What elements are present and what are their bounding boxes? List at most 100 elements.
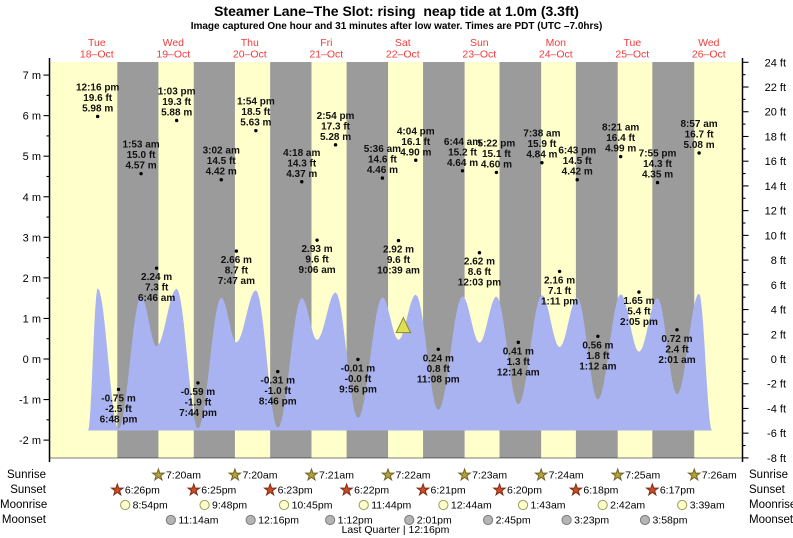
moonrise-row-label-left: Moonrise: [0, 499, 48, 511]
tide-point-label: 4:18 am 14.3 ft 4.37 m: [283, 148, 320, 180]
axis-label-ft: 22 ft: [765, 82, 786, 94]
day-label: Sat 22–Oct: [386, 37, 420, 61]
tide-point-label: 8:21 am 16.4 ft 4.99 m: [602, 123, 639, 155]
tide-point-dot: [516, 340, 521, 345]
moonset-time: 3:23pm: [574, 515, 609, 527]
tide-point-label: -0.59 m -1.9 ft 7:44 pm: [179, 387, 217, 419]
day-label: Mon 24–Oct: [539, 37, 573, 61]
moonset-time: 11:14am: [178, 515, 218, 527]
sunset-time: 6:17pm: [660, 485, 695, 497]
sunset-icon: [186, 482, 202, 497]
axis-label-ft: 10 ft: [765, 230, 786, 242]
tide-point-dot: [697, 151, 701, 155]
moonrise-icon: [358, 499, 369, 511]
moonset-icon: [561, 514, 572, 526]
tide-point-dot: [219, 178, 223, 182]
tide-point-label: 2:54 pm 17.3 ft 5.28 m: [317, 111, 355, 143]
sunset-icon: [568, 482, 584, 497]
moonrise-icon: [517, 499, 529, 511]
tide-point-dot: [254, 128, 258, 133]
axis-label-ft: 6 ft: [771, 280, 786, 292]
sunset-icon: [492, 482, 507, 497]
moonrise-time: 9:48pm: [212, 500, 247, 512]
tide-point-dot: [116, 387, 121, 392]
axis-label-ft: 0 ft: [771, 354, 786, 366]
tide-point-label: 2.62 m 8.6 ft 12:03 pm: [458, 257, 501, 289]
moonrise-time: 1:43am: [531, 500, 566, 512]
moonrise-time: 2:42am: [610, 500, 645, 512]
day-label: Fri 21–Oct: [309, 37, 343, 61]
axis-label-ft: 20 ft: [765, 107, 786, 119]
sunrise-time: 7:20am: [242, 470, 277, 482]
tide-point-label: 0.24 m 0.8 ft 11:08 pm: [417, 353, 460, 385]
sunset-icon: [645, 482, 660, 497]
tide-point-label: 0.41 m 1.3 ft 12:14 am: [497, 346, 540, 378]
tide-point-dot: [300, 180, 304, 184]
day-label: Wed 19–Oct: [156, 37, 190, 61]
axis-label-ft: -6 ft: [767, 428, 786, 440]
tide-point-label: 1:53 am 15.0 ft 4.57 m: [122, 140, 159, 172]
tide-point-label: 1:03 pm 19.3 ft 5.88 m: [158, 87, 196, 119]
axis-label-ft: 12 ft: [765, 206, 786, 218]
tide-point-label: 0.72 m 2.4 ft 2:01 am: [658, 334, 695, 366]
day-label: Tue 18–Oct: [80, 37, 114, 61]
tide-point-label: 2.93 m 9.6 ft 9:06 am: [298, 244, 335, 276]
moonrise-icon: [677, 499, 688, 511]
tide-point-dot: [276, 369, 280, 374]
tide-point-dot: [174, 118, 179, 123]
moonrise-icon: [597, 499, 608, 511]
sunrise-time: 7:22am: [396, 470, 431, 482]
page-subtitle: Image captured One hour and 31 minutes a…: [190, 21, 603, 32]
sunset-time: 6:22pm: [354, 485, 389, 497]
axis-label-ft: 18 ft: [765, 131, 786, 143]
sunset-time: 6:18pm: [583, 485, 618, 497]
moonrise-time: 3:39am: [690, 500, 725, 512]
moonrise-time: 11:44pm: [371, 500, 411, 512]
sunrise-time: 7:23am: [472, 470, 507, 482]
tide-point-label: 6:43 pm 14.5 ft 4.42 m: [558, 146, 596, 178]
tide-point-label: 0.56 m 1.8 ft 1:12 am: [579, 340, 616, 372]
sunset-row-label-right: Sunset: [749, 484, 785, 496]
tide-point-dot: [414, 158, 418, 162]
tide-point-label: 2.66 m 8.7 ft 7:47 am: [218, 255, 255, 287]
tide-point-dot: [315, 238, 319, 242]
axis-label-m: 1 m: [23, 313, 41, 325]
axis-label-m: -2 m: [19, 435, 41, 447]
moonrise-row-label-right: Moonrise: [749, 499, 793, 511]
tide-point-dot: [139, 171, 143, 176]
tide-point-label: 8:57 am 16.7 ft 5.08 m: [680, 119, 717, 151]
sunset-time: 6:23pm: [278, 485, 313, 497]
moonset-time: 2:45pm: [496, 515, 531, 527]
axis-label-m: 2 m: [23, 273, 41, 285]
tide-point-label: 1.65 m 5.4 ft 2:05 pm: [620, 296, 658, 328]
sunrise-time: 7:21am: [319, 470, 354, 482]
sunrise-time: 7:25am: [625, 470, 660, 482]
sunrise-icon: [227, 467, 243, 482]
sunrise-icon: [457, 467, 472, 482]
axis-label-m: 6 m: [23, 111, 41, 123]
sunrise-icon: [533, 467, 549, 482]
axis-label-ft: 14 ft: [765, 181, 786, 193]
axis-label-ft: 4 ft: [771, 305, 786, 317]
sunset-icon: [415, 482, 431, 497]
tide-point-label: 7:55 pm 14.3 ft 4.35 m: [639, 149, 677, 181]
tide-point-dot: [196, 381, 200, 385]
tide-point-label: 2.24 m 7.3 ft 6:46 am: [138, 272, 175, 304]
tide-point-label: 6:44 am 15.2 ft 4.64 m: [444, 137, 481, 169]
axis-label-ft: 24 ft: [765, 57, 786, 69]
axis-label-m: 4 m: [23, 192, 41, 204]
sunrise-icon: [151, 467, 166, 482]
tide-point-dot: [494, 170, 499, 175]
tide-point-dot: [637, 290, 641, 294]
sunrise-icon: [610, 467, 625, 482]
current-time-marker-icon: [395, 316, 412, 334]
moonset-icon: [325, 514, 336, 526]
tide-point-label: -0.01 m -0.0 ft 9:56 pm: [339, 363, 377, 395]
moonset-row-label-right: Moonset: [749, 514, 793, 526]
sunrise-row-label-left: Sunrise: [7, 469, 46, 481]
axis-label-m: -1 m: [19, 395, 41, 407]
tide-point-label: 4:04 pm 16.1 ft 4.90 m: [397, 126, 435, 158]
sunset-row-label-left: Sunset: [10, 484, 46, 496]
